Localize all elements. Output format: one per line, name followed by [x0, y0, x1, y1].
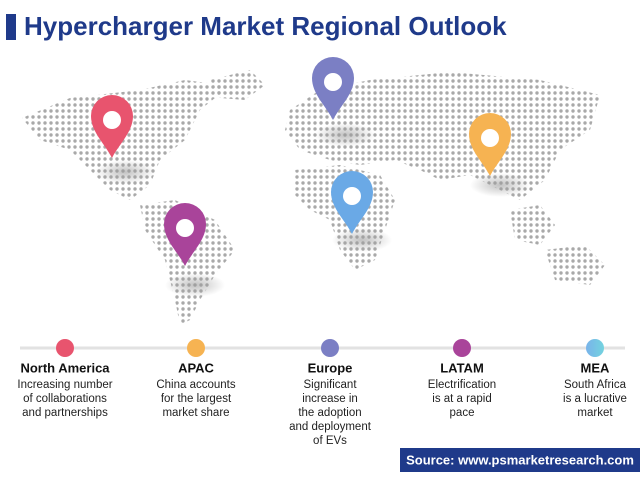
region-name: APAC — [178, 360, 214, 375]
region-description: market — [577, 407, 613, 419]
region-name: MEA — [581, 360, 611, 375]
region-description: of EVs — [313, 435, 347, 447]
region-description: market share — [162, 407, 229, 419]
source: Source: www.psmarketresearch.com — [406, 452, 634, 467]
region-description: Significant — [303, 379, 357, 391]
region-description: pace — [450, 407, 475, 419]
region-description: Electrification — [428, 379, 496, 391]
region-description: for the largest — [161, 393, 232, 405]
region-dot — [321, 339, 339, 357]
title: Hypercharger Market Regional Outlook — [24, 11, 507, 41]
map-pins — [91, 57, 530, 297]
region-description: and partnerships — [22, 407, 108, 419]
region-description: China accounts — [156, 379, 236, 391]
region-dot — [586, 339, 604, 357]
region-name: LATAM — [440, 360, 484, 375]
region-description: of collaborations — [23, 393, 107, 405]
region-name: Europe — [308, 360, 353, 375]
region-description: and deployment — [289, 421, 372, 433]
region-dot — [453, 339, 471, 357]
region-dot — [56, 339, 74, 357]
region-description: South Africa — [564, 379, 627, 391]
source-box — [400, 448, 640, 472]
region-description: Increasing number — [17, 379, 112, 391]
region-description: is a lucrative — [563, 393, 627, 405]
title-marker — [6, 14, 16, 40]
region-description: is at a rapid — [432, 393, 491, 405]
region-description: increase in — [302, 393, 358, 405]
region-description: the adoption — [298, 407, 361, 419]
region-name: North America — [20, 360, 110, 375]
region-dot — [187, 339, 205, 357]
